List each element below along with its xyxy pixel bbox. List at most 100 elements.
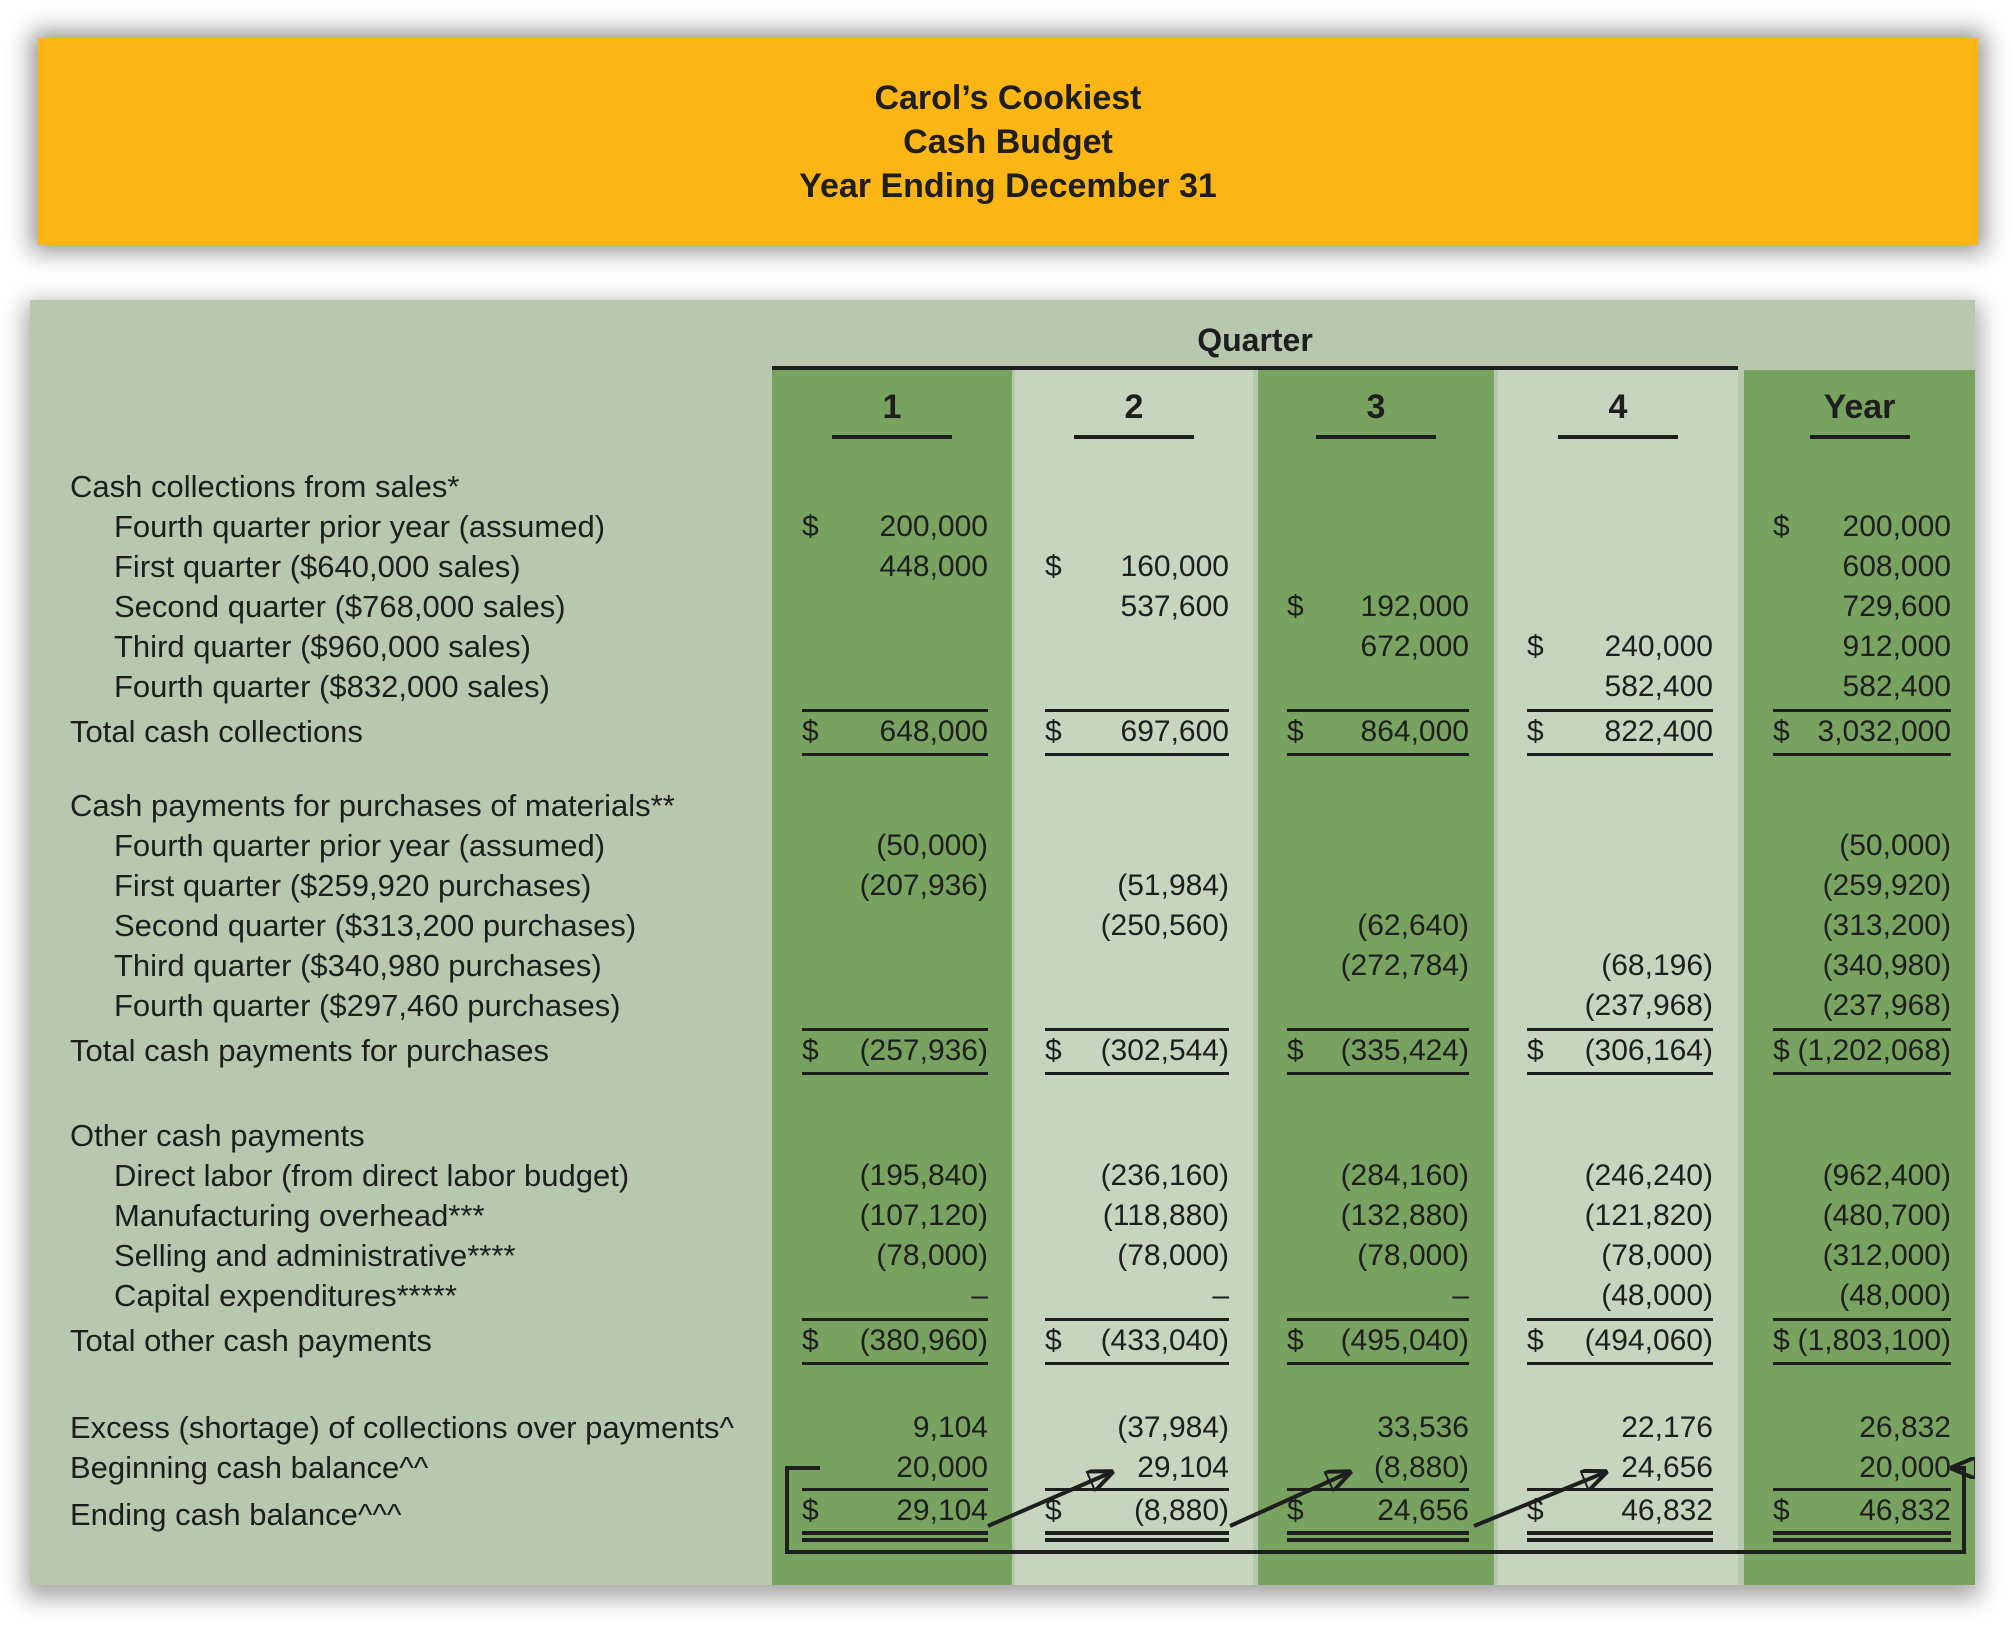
row-label: Total other cash payments	[70, 1323, 432, 1358]
amount: (118,880)	[1045, 1199, 1229, 1233]
amount: (78,000)	[1527, 1239, 1713, 1273]
table-row: First quarter ($259,920 purchases) (207,9…	[30, 866, 1975, 906]
row-label: Fourth quarter prior year (assumed)	[114, 828, 606, 863]
row-label: Second quarter ($313,200 purchases)	[114, 908, 637, 943]
year-column-band	[1744, 370, 1975, 1585]
row-label: Beginning cash balance^^	[70, 1450, 429, 1485]
quarter-group-header: Quarter	[1197, 322, 1313, 358]
currency-symbol: $	[1045, 714, 1062, 748]
quarter-1-column-band	[772, 370, 1012, 1585]
amount-cell: (68,196)	[1497, 946, 1737, 986]
section-header: Cash payments for purchases of materials…	[30, 786, 1975, 826]
amount: (48,000)	[1527, 1279, 1713, 1313]
currency-symbol: $	[1773, 714, 1790, 748]
amount-value: (51,984)	[1117, 869, 1229, 902]
amount: $ (302,544)	[1045, 1027, 1229, 1075]
amount: 22,176	[1527, 1411, 1713, 1445]
amount: (132,880)	[1287, 1199, 1469, 1233]
amount-value: (250,560)	[1100, 909, 1229, 942]
currency-symbol: $	[1773, 1323, 1790, 1357]
amount-value: 24,656	[1377, 1494, 1469, 1527]
amount-cell: (195,840)	[772, 1156, 1012, 1196]
amount: (107,120)	[802, 1199, 988, 1233]
currency-symbol: $	[1527, 1323, 1544, 1357]
table-row: Fourth quarter ($297,460 purchases) (237,…	[30, 986, 1975, 1026]
amount: (313,200)	[1773, 909, 1951, 943]
amount: (37,984)	[1045, 1411, 1229, 1445]
table-row: Second quarter ($313,200 purchases) (250,…	[30, 906, 1975, 946]
amount-cell: $46,832	[1497, 1488, 1737, 1542]
amount-cell: $29,104	[772, 1488, 1012, 1542]
amount-cell: $864,000	[1257, 707, 1493, 757]
amount: $ (8,880)	[1045, 1488, 1229, 1542]
amount: (236,160)	[1045, 1159, 1229, 1193]
amount-value: 3,032,000	[1817, 714, 1951, 748]
row-label: Cash collections from sales*	[70, 469, 460, 504]
column-header-underline	[1316, 435, 1436, 439]
amount-cell: (78,000)	[1257, 1236, 1493, 1276]
amount: $160,000	[1045, 550, 1229, 584]
amount-value: (962,400)	[1822, 1159, 1951, 1192]
amount-value: 33,536	[1377, 1411, 1469, 1444]
amount-cell: 22,176	[1497, 1408, 1737, 1448]
column-header-q3: 3	[1258, 388, 1494, 452]
total-row: Total other cash payments $ (380,960) $ (433…	[30, 1316, 1975, 1366]
table-row: Third quarter ($960,000 sales) 672,000 $24…	[30, 627, 1975, 667]
amount-cell: $200,000	[772, 507, 1012, 547]
amount: 912,000	[1773, 630, 1951, 664]
amount-value: 822,400	[1604, 714, 1713, 748]
amount: $192,000	[1287, 590, 1469, 624]
amount: 582,400	[1773, 670, 1951, 704]
amount-cell: $ (302,544)	[1015, 1026, 1253, 1076]
amount-value: (121,820)	[1584, 1199, 1713, 1232]
amount-cell: (259,920)	[1743, 866, 1975, 906]
amount: $ (1,202,068)	[1773, 1027, 1951, 1075]
amount-value: (48,000)	[1601, 1279, 1713, 1312]
currency-symbol: $	[802, 1494, 819, 1527]
amount-value: (50,000)	[1839, 829, 1951, 862]
amount-value: (78,000)	[1117, 1239, 1229, 1272]
row-label: Direct labor (from direct labor budget)	[114, 1158, 630, 1193]
currency-symbol: $	[1527, 1494, 1544, 1527]
amount-value: (62,640)	[1357, 909, 1469, 942]
amount: (78,000)	[1287, 1239, 1469, 1273]
amount-value: 29,104	[1137, 1451, 1229, 1484]
amount: 448,000	[802, 550, 988, 584]
amount-value: 864,000	[1360, 714, 1469, 748]
amount-cell: $648,000	[772, 707, 1012, 757]
amount-cell: (132,880)	[1257, 1196, 1493, 1236]
amount-value: (78,000)	[1601, 1239, 1713, 1272]
amount-cell: $ (335,424)	[1257, 1026, 1493, 1076]
amount-value: (236,160)	[1100, 1159, 1229, 1192]
amount-cell: (51,984)	[1015, 866, 1253, 906]
table-row: Manufacturing overhead*** (107,120) (118,8…	[30, 1196, 1975, 1236]
section-header: Other cash payments	[30, 1116, 1975, 1156]
amount-cell: (78,000)	[772, 1236, 1012, 1276]
amount: (68,196)	[1527, 949, 1713, 983]
amount: 582,400	[1527, 670, 1713, 704]
amount: $648,000	[802, 708, 988, 756]
amount-cell: $ (257,936)	[772, 1026, 1012, 1076]
amount-cell: (8,880)	[1257, 1448, 1493, 1488]
amount: (272,784)	[1287, 949, 1469, 983]
amount-value: 29,104	[896, 1494, 988, 1527]
amount-value: 448,000	[879, 550, 988, 583]
amount: (284,160)	[1287, 1159, 1469, 1193]
amount-value: 648,000	[879, 714, 988, 748]
amount-value: 24,656	[1621, 1451, 1713, 1484]
currency-symbol: $	[1045, 1033, 1062, 1067]
amount: $200,000	[1773, 510, 1951, 544]
title-banner: Carol’s Cookiest Cash Budget Year Ending…	[38, 38, 1978, 245]
column-header-label: 4	[1608, 388, 1628, 426]
row-label: Manufacturing overhead***	[114, 1198, 485, 1233]
row-label: Third quarter ($340,980 purchases)	[114, 948, 602, 983]
amount: 9,104	[802, 1411, 988, 1445]
amount-value: (284,160)	[1340, 1159, 1469, 1192]
amount-value: 537,600	[1120, 590, 1229, 623]
amount: $ (306,164)	[1527, 1027, 1713, 1075]
amount-value: (302,544)	[1100, 1033, 1229, 1067]
column-header-label: 3	[1366, 388, 1386, 426]
amount-value: 22,176	[1621, 1411, 1713, 1444]
row-label: Other cash payments	[70, 1118, 365, 1153]
column-header-underline	[1558, 435, 1678, 439]
